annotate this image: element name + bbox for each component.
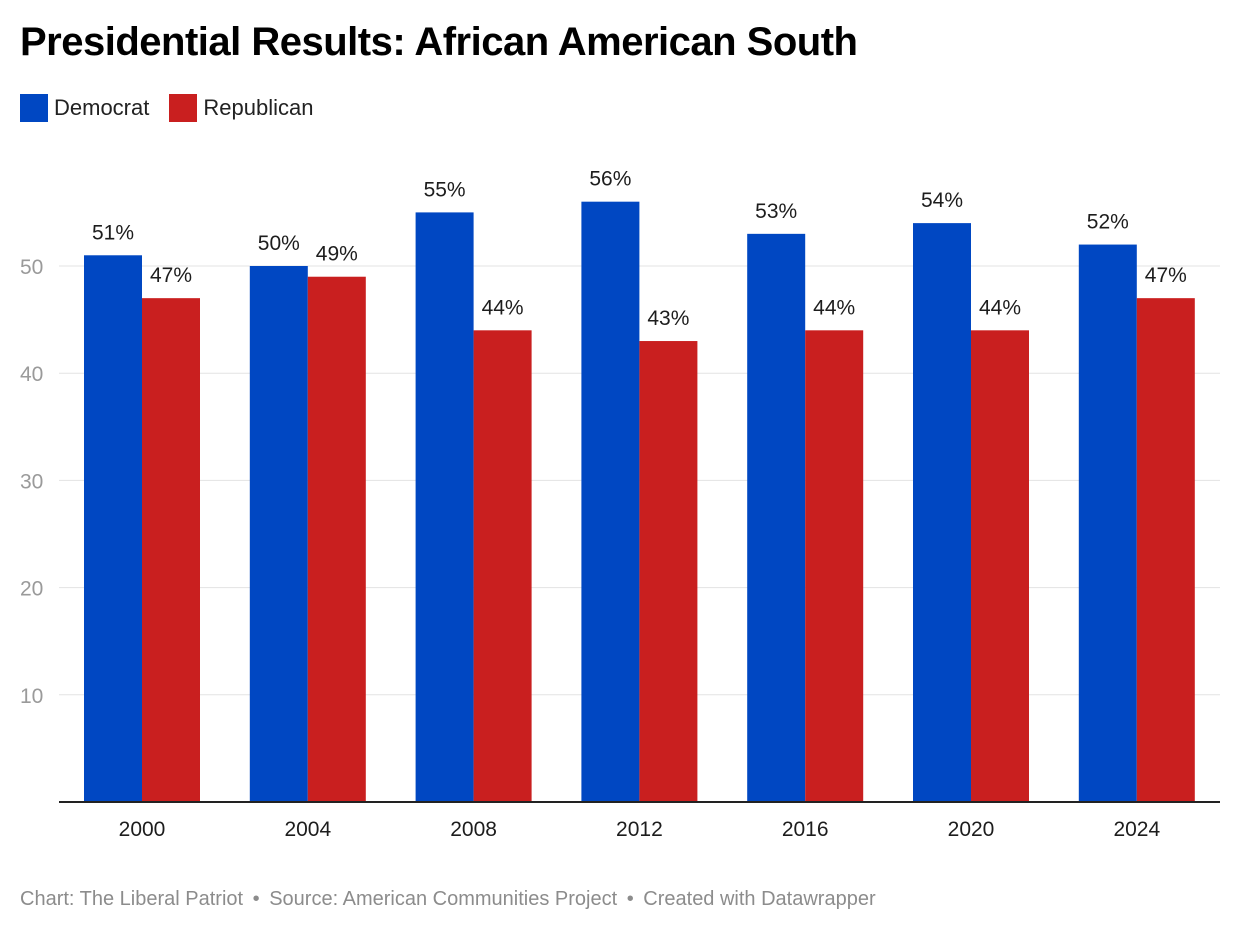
bar-republican-2008 (473, 330, 532, 802)
bar-democrat-2004 (249, 266, 308, 802)
y-tick-label-10: 10 (20, 685, 43, 708)
footer-created-with: Created with Datawrapper (643, 888, 876, 910)
bar-democrat-2000 (84, 255, 142, 802)
legend-item-republican: Republican (169, 94, 313, 122)
value-label-republican-2000: 47% (150, 264, 192, 287)
value-label-republican-2004: 49% (316, 243, 358, 266)
bar-democrat-2024 (1078, 244, 1137, 802)
value-label-republican-2016: 44% (813, 296, 855, 319)
bar-republican-2004 (307, 276, 366, 803)
bar-democrat-2016 (747, 233, 806, 803)
value-label-democrat-2016: 53% (755, 200, 797, 223)
bar-republican-2024 (1136, 298, 1195, 802)
y-tick-label-20: 20 (20, 578, 43, 601)
x-tick-label-2016: 2016 (782, 818, 829, 841)
legend-swatch-republican (169, 94, 198, 122)
y-tick-label-30: 30 (20, 470, 43, 493)
chart-footer: Chart: The Liberal Patriot • Source: Ame… (20, 888, 876, 911)
value-label-democrat-2008: 55% (424, 178, 466, 201)
footer-credit: Chart: The Liberal Patriot (20, 888, 244, 910)
x-tick-label-2020: 2020 (948, 818, 995, 841)
x-tick-label-2012: 2012 (616, 818, 663, 841)
bar-democrat-2012 (581, 201, 640, 802)
value-label-democrat-2000: 51% (92, 221, 134, 244)
value-label-democrat-2024: 52% (1087, 211, 1129, 234)
legend-label-democrat: Democrat (54, 95, 150, 120)
legend: Democrat Republican (20, 94, 333, 122)
bar-republican-2000 (142, 298, 200, 802)
x-tick-label-2004: 2004 (284, 818, 331, 841)
legend-swatch-democrat (20, 94, 48, 122)
y-tick-label-40: 40 (20, 363, 43, 386)
x-tick-label-2024: 2024 (1113, 818, 1160, 841)
footer-separator-1: • (252, 888, 260, 910)
y-tick-label-50: 50 (20, 256, 43, 279)
bar-republican-2016 (805, 330, 864, 802)
legend-label-republican: Republican (203, 95, 314, 120)
bar-democrat-2020 (913, 223, 971, 802)
x-tick-label-2008: 2008 (450, 818, 497, 841)
bar-democrat-2008 (415, 212, 474, 802)
x-tick-label-2000: 2000 (119, 818, 166, 841)
value-label-republican-2012: 43% (647, 307, 689, 330)
bar-republican-2020 (971, 330, 1029, 802)
footer-separator-2: • (626, 888, 634, 910)
value-label-democrat-2012: 56% (589, 168, 631, 191)
bar-chart: 10 20 30 40 50 51% 47% 2000 50% 49% 2004 55% 44% 2008… (20, 168, 1220, 841)
chart-title: Presidential Results: African American S… (20, 20, 858, 64)
value-label-democrat-2004: 50% (258, 232, 300, 255)
value-label-republican-2024: 47% (1145, 264, 1187, 287)
value-label-republican-2008: 44% (482, 296, 524, 319)
value-label-republican-2020: 44% (979, 296, 1021, 319)
bar-republican-2012 (639, 341, 698, 802)
value-label-democrat-2020: 54% (921, 189, 963, 212)
footer-source: Source: American Communities Project (269, 888, 618, 910)
legend-item-democrat: Democrat (20, 94, 149, 122)
